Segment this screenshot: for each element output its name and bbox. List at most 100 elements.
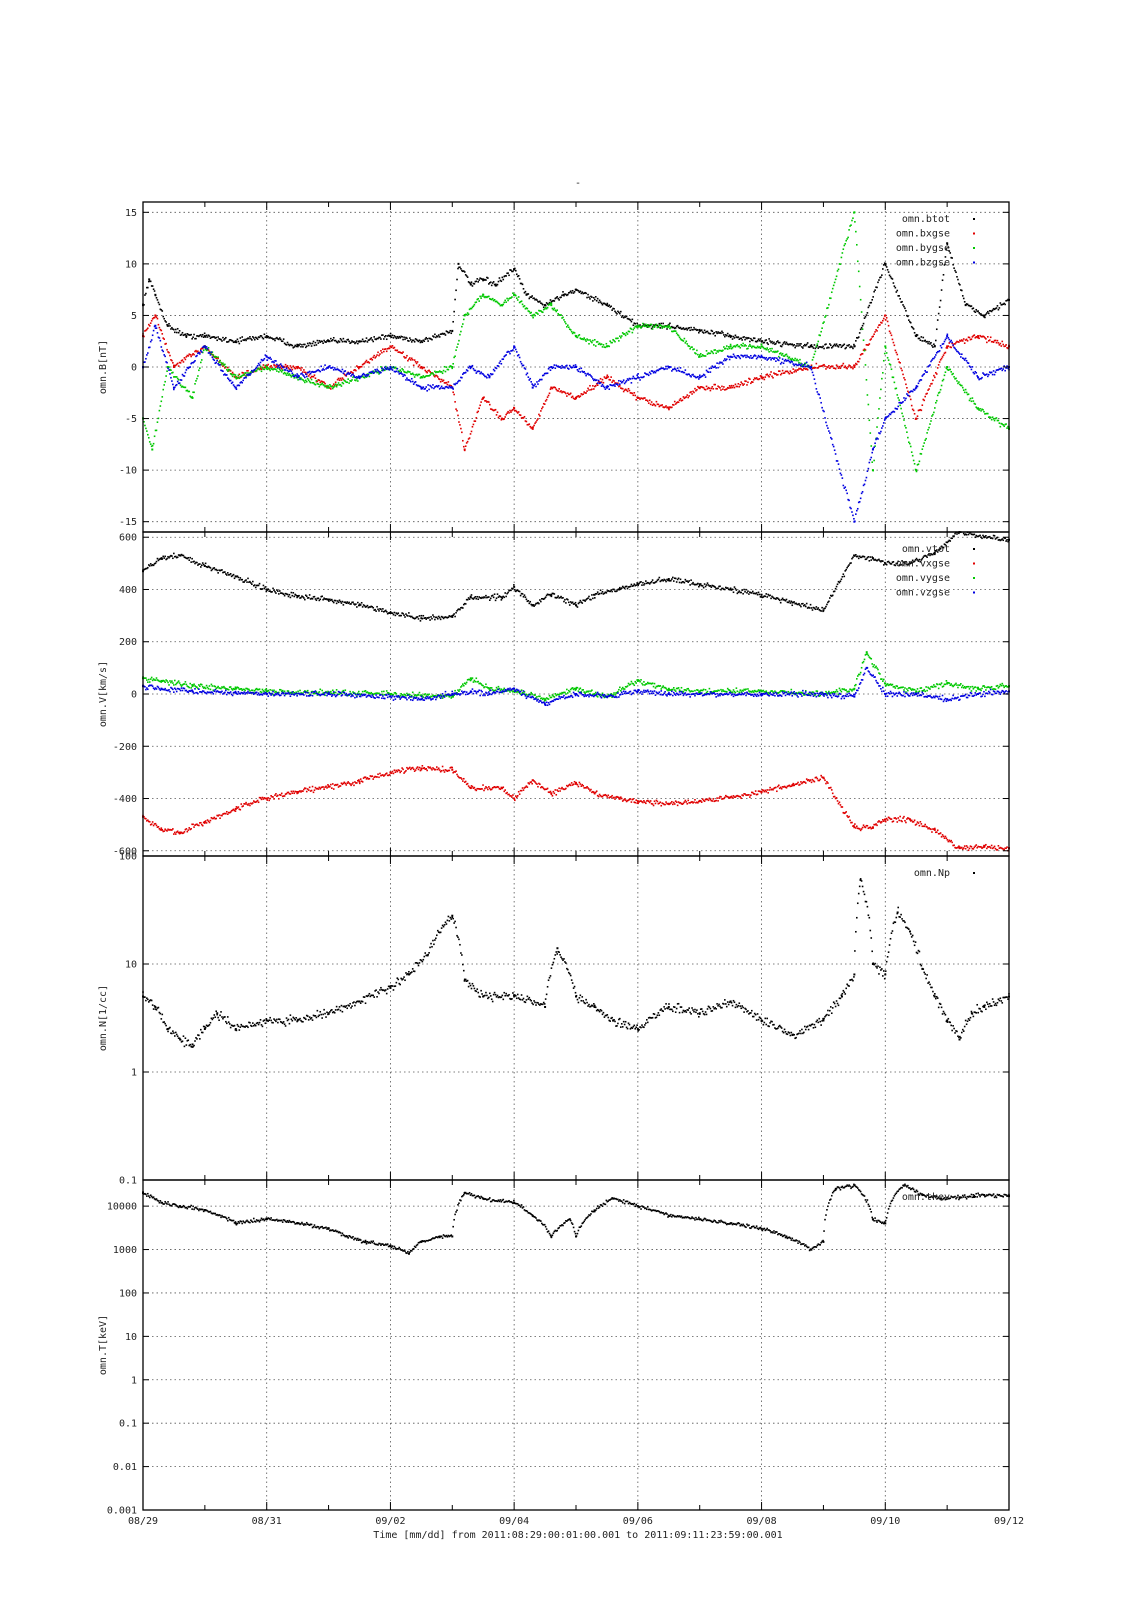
data-point — [210, 336, 213, 339]
data-point — [186, 333, 189, 335]
data-point — [771, 595, 773, 598]
data-point — [331, 367, 333, 369]
data-point — [283, 594, 286, 597]
data-point — [535, 385, 537, 388]
data-point — [925, 341, 927, 343]
data-point — [486, 376, 488, 379]
data-point — [226, 368, 228, 371]
data-point — [650, 327, 653, 330]
data-point — [313, 344, 316, 347]
data-point — [422, 386, 425, 388]
data-point — [983, 845, 986, 848]
data-point — [245, 579, 247, 581]
data-point — [232, 373, 235, 376]
data-point — [358, 341, 361, 343]
data-point — [876, 330, 878, 332]
data-point — [336, 378, 339, 381]
data-point — [755, 346, 758, 349]
data-point — [285, 593, 288, 595]
data-point — [957, 278, 959, 281]
data-point — [564, 598, 566, 601]
data-point — [558, 314, 560, 316]
data-point — [175, 376, 178, 378]
data-point — [790, 343, 793, 346]
data-point — [248, 581, 250, 584]
data-point — [735, 344, 738, 347]
data-point — [629, 585, 632, 588]
data-point — [400, 335, 402, 338]
data-point — [148, 565, 151, 567]
data-point — [215, 357, 218, 360]
data-point — [391, 334, 394, 337]
data-point — [488, 374, 490, 377]
data-point — [462, 270, 465, 272]
data-point — [303, 375, 305, 377]
data-point — [987, 339, 990, 342]
data-point — [533, 297, 535, 300]
data-point — [216, 339, 218, 342]
data-point — [726, 332, 729, 335]
data-point — [924, 339, 926, 342]
data-point — [883, 419, 886, 421]
data-point — [387, 334, 390, 337]
data-point — [506, 272, 508, 275]
data-point — [933, 411, 935, 414]
data-point — [293, 375, 296, 378]
data-point — [457, 343, 459, 345]
data-point — [162, 830, 165, 833]
data-point — [144, 294, 146, 296]
data-point — [625, 315, 628, 318]
data-point — [524, 596, 527, 598]
data-point — [803, 363, 806, 366]
data-point — [510, 297, 512, 299]
data-point — [177, 365, 180, 367]
data-point — [637, 326, 639, 328]
data-point — [266, 799, 269, 801]
data-point — [691, 374, 693, 376]
data-point — [832, 590, 835, 593]
data-point — [301, 343, 303, 346]
data-point — [912, 459, 915, 462]
data-point — [299, 377, 301, 379]
data-point — [312, 340, 315, 343]
data-point — [993, 534, 996, 537]
data-point — [283, 371, 286, 374]
data-point — [584, 600, 586, 602]
data-point — [919, 408, 922, 411]
data-point — [815, 388, 818, 390]
data-point — [773, 372, 775, 374]
data-point — [957, 350, 959, 353]
data-point — [590, 340, 592, 343]
data-point — [940, 384, 943, 387]
data-point — [799, 364, 801, 366]
data-point — [185, 336, 188, 339]
data-point — [538, 301, 540, 303]
data-point — [397, 337, 400, 339]
data-point — [592, 339, 594, 342]
data-point — [383, 335, 386, 338]
data-point — [541, 597, 544, 600]
data-point — [933, 357, 935, 360]
data-point — [431, 372, 433, 374]
data-point — [973, 310, 976, 313]
data-point — [804, 605, 807, 608]
data-point — [550, 304, 553, 307]
data-point — [775, 350, 777, 353]
data-point — [385, 611, 388, 613]
data-point — [791, 372, 794, 374]
data-point — [974, 336, 977, 339]
data-point — [313, 374, 316, 376]
data-point — [642, 376, 644, 379]
data-point — [395, 612, 398, 614]
data-point — [875, 437, 877, 440]
data-point — [591, 376, 593, 378]
data-point — [578, 291, 581, 294]
data-point — [274, 339, 276, 342]
data-point — [346, 381, 349, 384]
data-point — [516, 299, 519, 301]
data-point — [543, 304, 546, 306]
data-point — [315, 379, 318, 382]
data-point — [274, 359, 276, 362]
data-point — [580, 292, 583, 295]
data-point — [488, 596, 490, 598]
